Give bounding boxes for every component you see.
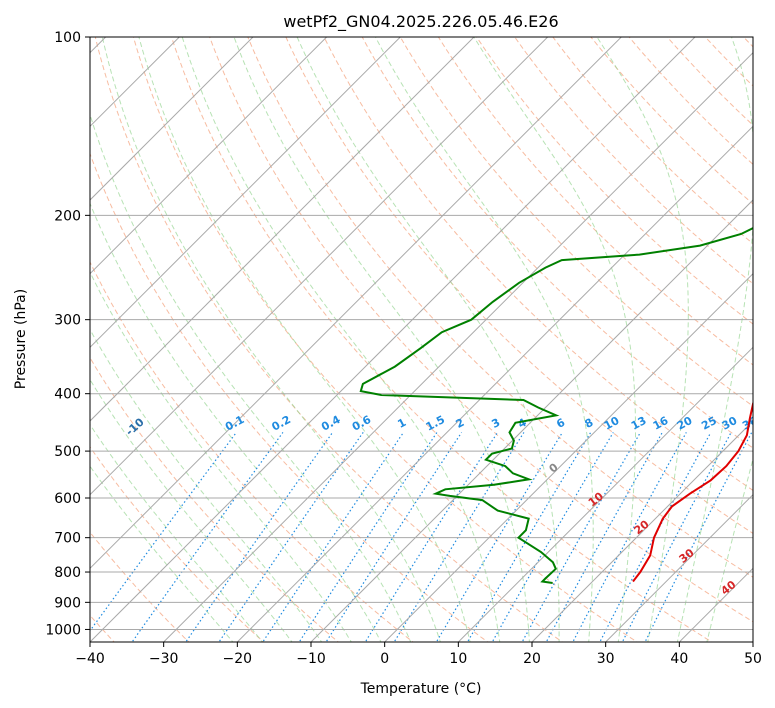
dry-adiabat	[323, 37, 753, 491]
y-tick-label: 100	[54, 30, 81, 46]
mixing-ratio-line	[131, 432, 284, 642]
chart-title: wetPf2_GN04.2025.226.05.46.E26	[283, 12, 558, 32]
x-axis-ticks: −40 −30 −20 −10 0 10 20 30 40 50	[75, 642, 762, 667]
mixing-ratio-line	[521, 432, 641, 642]
y-axis-title: Pressure (hPa)	[13, 289, 29, 389]
dry-adiabat	[247, 37, 753, 578]
y-tick-label: 1000	[45, 622, 81, 638]
dry-adiabat	[476, 37, 753, 325]
y-tick-label: 300	[54, 313, 81, 329]
isotherm-line	[90, 37, 402, 349]
x-tick-label: 10	[449, 651, 467, 667]
moist-adiabat	[90, 423, 264, 642]
mixing-ratio-line	[545, 432, 663, 642]
dry-adiabat	[170, 37, 713, 642]
y-axis-ticks: 100 200 300 400 500 600 700 800 900 1000	[45, 30, 90, 638]
plot-frame	[89, 36, 754, 643]
mixing-ratio-label: 20	[675, 414, 695, 433]
isotherm-line	[90, 37, 475, 422]
x-tick-label: 20	[523, 651, 541, 667]
isotherm-line	[236, 125, 753, 642]
mixing-ratio-line	[491, 432, 614, 642]
x-tick-label: 40	[670, 651, 688, 667]
temperature-profile-line	[632, 401, 753, 583]
x-tick-label: −20	[223, 651, 253, 667]
isotherm-line	[531, 420, 753, 642]
pressure-gridlines	[90, 37, 753, 630]
moist-adiabat	[90, 378, 293, 642]
x-tick-label: 0	[380, 651, 389, 667]
isotherm-line	[90, 37, 549, 496]
mixing-ratio-label: 25	[699, 414, 719, 433]
mixing-ratio-line	[298, 432, 438, 642]
x-axis-title: Temperature (°C)	[360, 681, 482, 697]
dry-adiabat	[361, 37, 753, 449]
mixing-ratio-line	[572, 432, 687, 642]
mixing-ratio-label: 16	[651, 414, 671, 433]
x-tick-label: 50	[744, 651, 762, 667]
x-tick-label: −40	[75, 651, 105, 667]
mixing-ratio-label: 30	[720, 414, 740, 433]
moist-adiabat	[101, 37, 441, 642]
isotherm-line	[457, 346, 753, 642]
isotherms	[90, 37, 753, 642]
dewpoint-profile-line	[359, 226, 753, 584]
isotherm-line	[90, 37, 254, 201]
x-tick-label: −10	[296, 651, 326, 667]
mixing-ratio-line	[325, 432, 463, 642]
y-tick-label: 500	[54, 444, 81, 460]
isotherm-line	[90, 37, 696, 642]
dry-adiabat	[437, 37, 753, 366]
isotherm-line	[162, 51, 753, 642]
y-tick-label: 400	[54, 387, 81, 403]
mixing-ratio-line	[644, 432, 753, 642]
plot-area: -100-90-80-70-60-50-40-30-20-10 01020304…	[90, 37, 753, 642]
mixing-ratio-lines	[90, 432, 753, 642]
isotherm-line	[604, 493, 753, 642]
mixing-ratio-line	[218, 432, 364, 642]
x-tick-label: 30	[597, 651, 615, 667]
isotherm-line	[383, 272, 753, 642]
y-tick-label: 700	[54, 531, 81, 547]
isotherm-line	[310, 199, 753, 642]
y-tick-label: 900	[54, 595, 81, 611]
mixing-ratio-line	[621, 432, 732, 642]
y-tick-label: 200	[54, 208, 81, 224]
moist-adiabat	[90, 112, 412, 642]
isotherm-line	[90, 37, 623, 570]
y-tick-label: 800	[54, 565, 81, 581]
dry-adiabat	[285, 37, 753, 535]
isotherm-line	[90, 37, 328, 275]
x-tick-label: −30	[149, 651, 179, 667]
mixing-ratio-line	[599, 432, 712, 642]
mixing-ratio-line	[435, 432, 563, 642]
mixing-ratio-label: 10	[602, 414, 622, 433]
dry-adiabat	[90, 152, 489, 642]
moist-adiabat	[90, 465, 234, 642]
y-tick-label: 600	[54, 491, 81, 507]
mixing-ratio-label: 13	[629, 414, 649, 433]
mixing-ratio-line	[90, 432, 237, 632]
